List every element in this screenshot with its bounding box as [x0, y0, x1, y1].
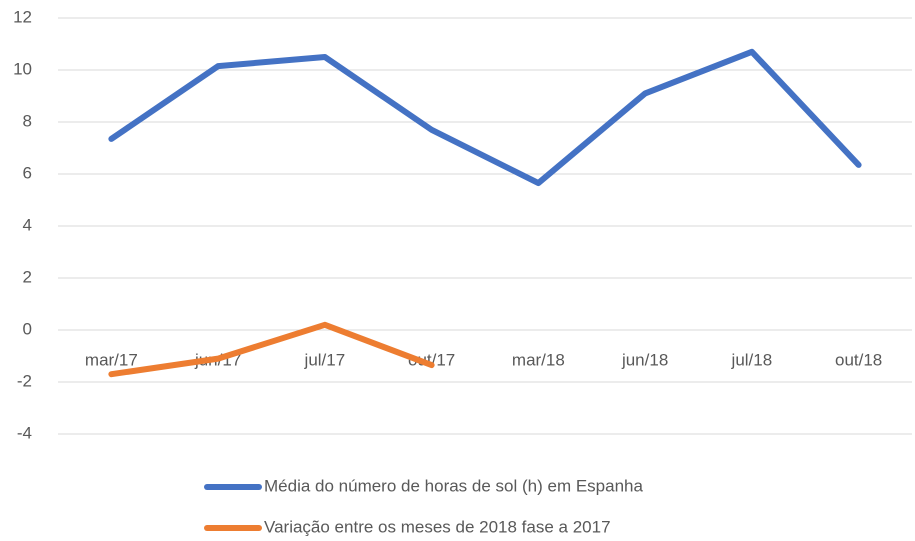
- x-tick-label: out/18: [835, 350, 882, 369]
- y-tick-label: 4: [23, 215, 32, 234]
- x-tick-label: jul/17: [304, 350, 346, 369]
- series-line: [108, 48, 862, 187]
- x-tick-label: out/17: [408, 350, 455, 369]
- y-tick-label: 2: [23, 267, 32, 286]
- y-tick-label: 0: [23, 319, 32, 338]
- x-tick-label: mar/18: [512, 350, 565, 369]
- y-tick-label: 6: [23, 163, 32, 182]
- y-tick-label: 12: [13, 7, 32, 26]
- legend-label: Média do número de horas de sol (h) em E…: [264, 476, 643, 495]
- y-tick-label: 8: [23, 111, 32, 130]
- y-tick-label: 10: [13, 59, 32, 78]
- y-tick-label: -2: [17, 371, 32, 390]
- x-tick-label: jul/18: [731, 350, 773, 369]
- y-tick-label: -4: [17, 423, 32, 442]
- x-tick-label: jun/18: [621, 350, 668, 369]
- x-tick-label: mar/17: [85, 350, 138, 369]
- series-line: [108, 321, 435, 378]
- legend-label: Variação entre os meses de 2018 fase a 2…: [264, 517, 611, 536]
